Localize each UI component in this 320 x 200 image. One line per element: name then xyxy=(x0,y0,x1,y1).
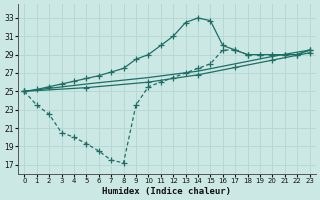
X-axis label: Humidex (Indice chaleur): Humidex (Indice chaleur) xyxy=(102,187,231,196)
